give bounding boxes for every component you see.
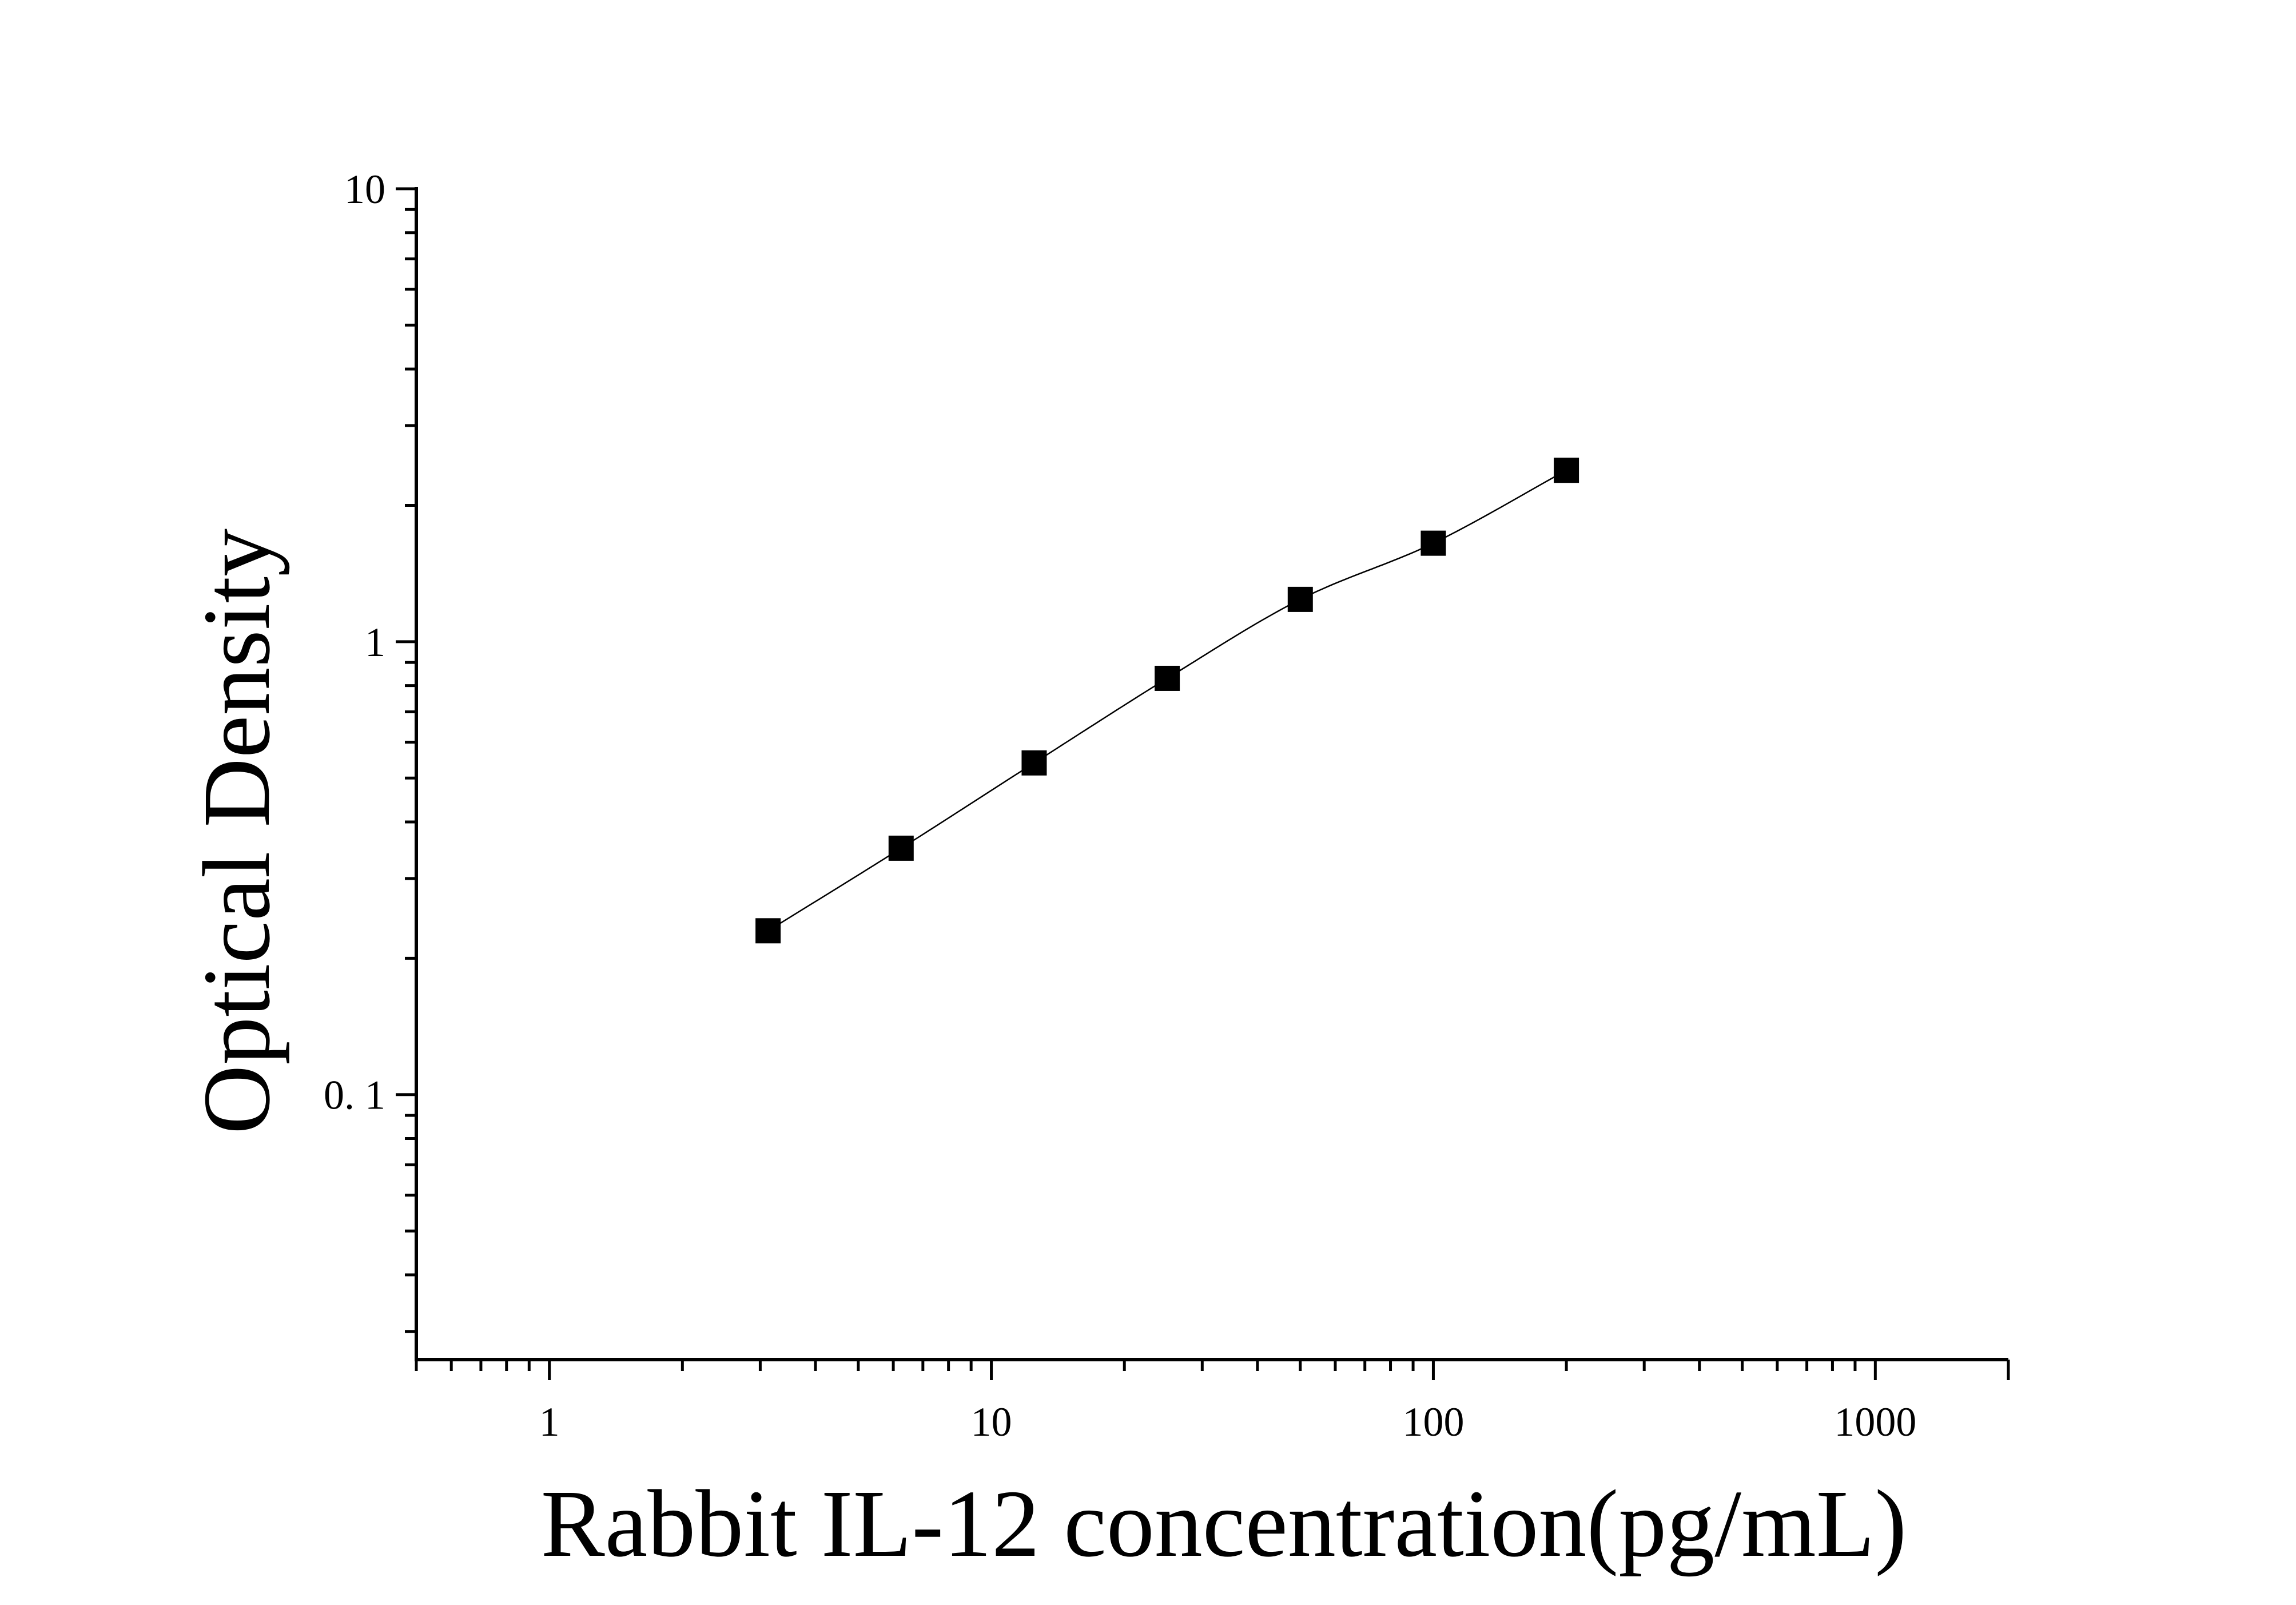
data-point-marker — [1554, 458, 1579, 483]
fit-curve — [767, 470, 1567, 932]
y-tick-label: 1 — [365, 619, 385, 665]
data-point-marker — [1287, 586, 1313, 612]
data-point-marker — [755, 918, 781, 944]
y-tick-label: 10 — [344, 166, 385, 212]
x-axis-title: Rabbit IL-12 concentration(pg/mL) — [541, 1471, 1907, 1577]
data-point-marker — [1155, 665, 1180, 691]
data-point-marker — [1420, 530, 1446, 556]
y-tick-labels: 0. 1 1 10 — [324, 166, 385, 1118]
x-tick-label: 1000 — [1834, 1399, 1916, 1445]
y-axis-title: Optical Density — [184, 529, 290, 1134]
axis-ticks — [396, 187, 2010, 1380]
data-points — [755, 458, 1579, 944]
x-tick-labels: 1 10 100 1000 — [539, 1399, 1917, 1445]
y-tick-label: 0. 1 — [324, 1072, 385, 1118]
x-tick-label: 1 — [539, 1399, 560, 1445]
x-tick-label: 10 — [971, 1399, 1012, 1445]
data-point-marker — [888, 835, 914, 861]
x-tick-label: 100 — [1402, 1399, 1464, 1445]
data-point-marker — [1021, 750, 1047, 776]
